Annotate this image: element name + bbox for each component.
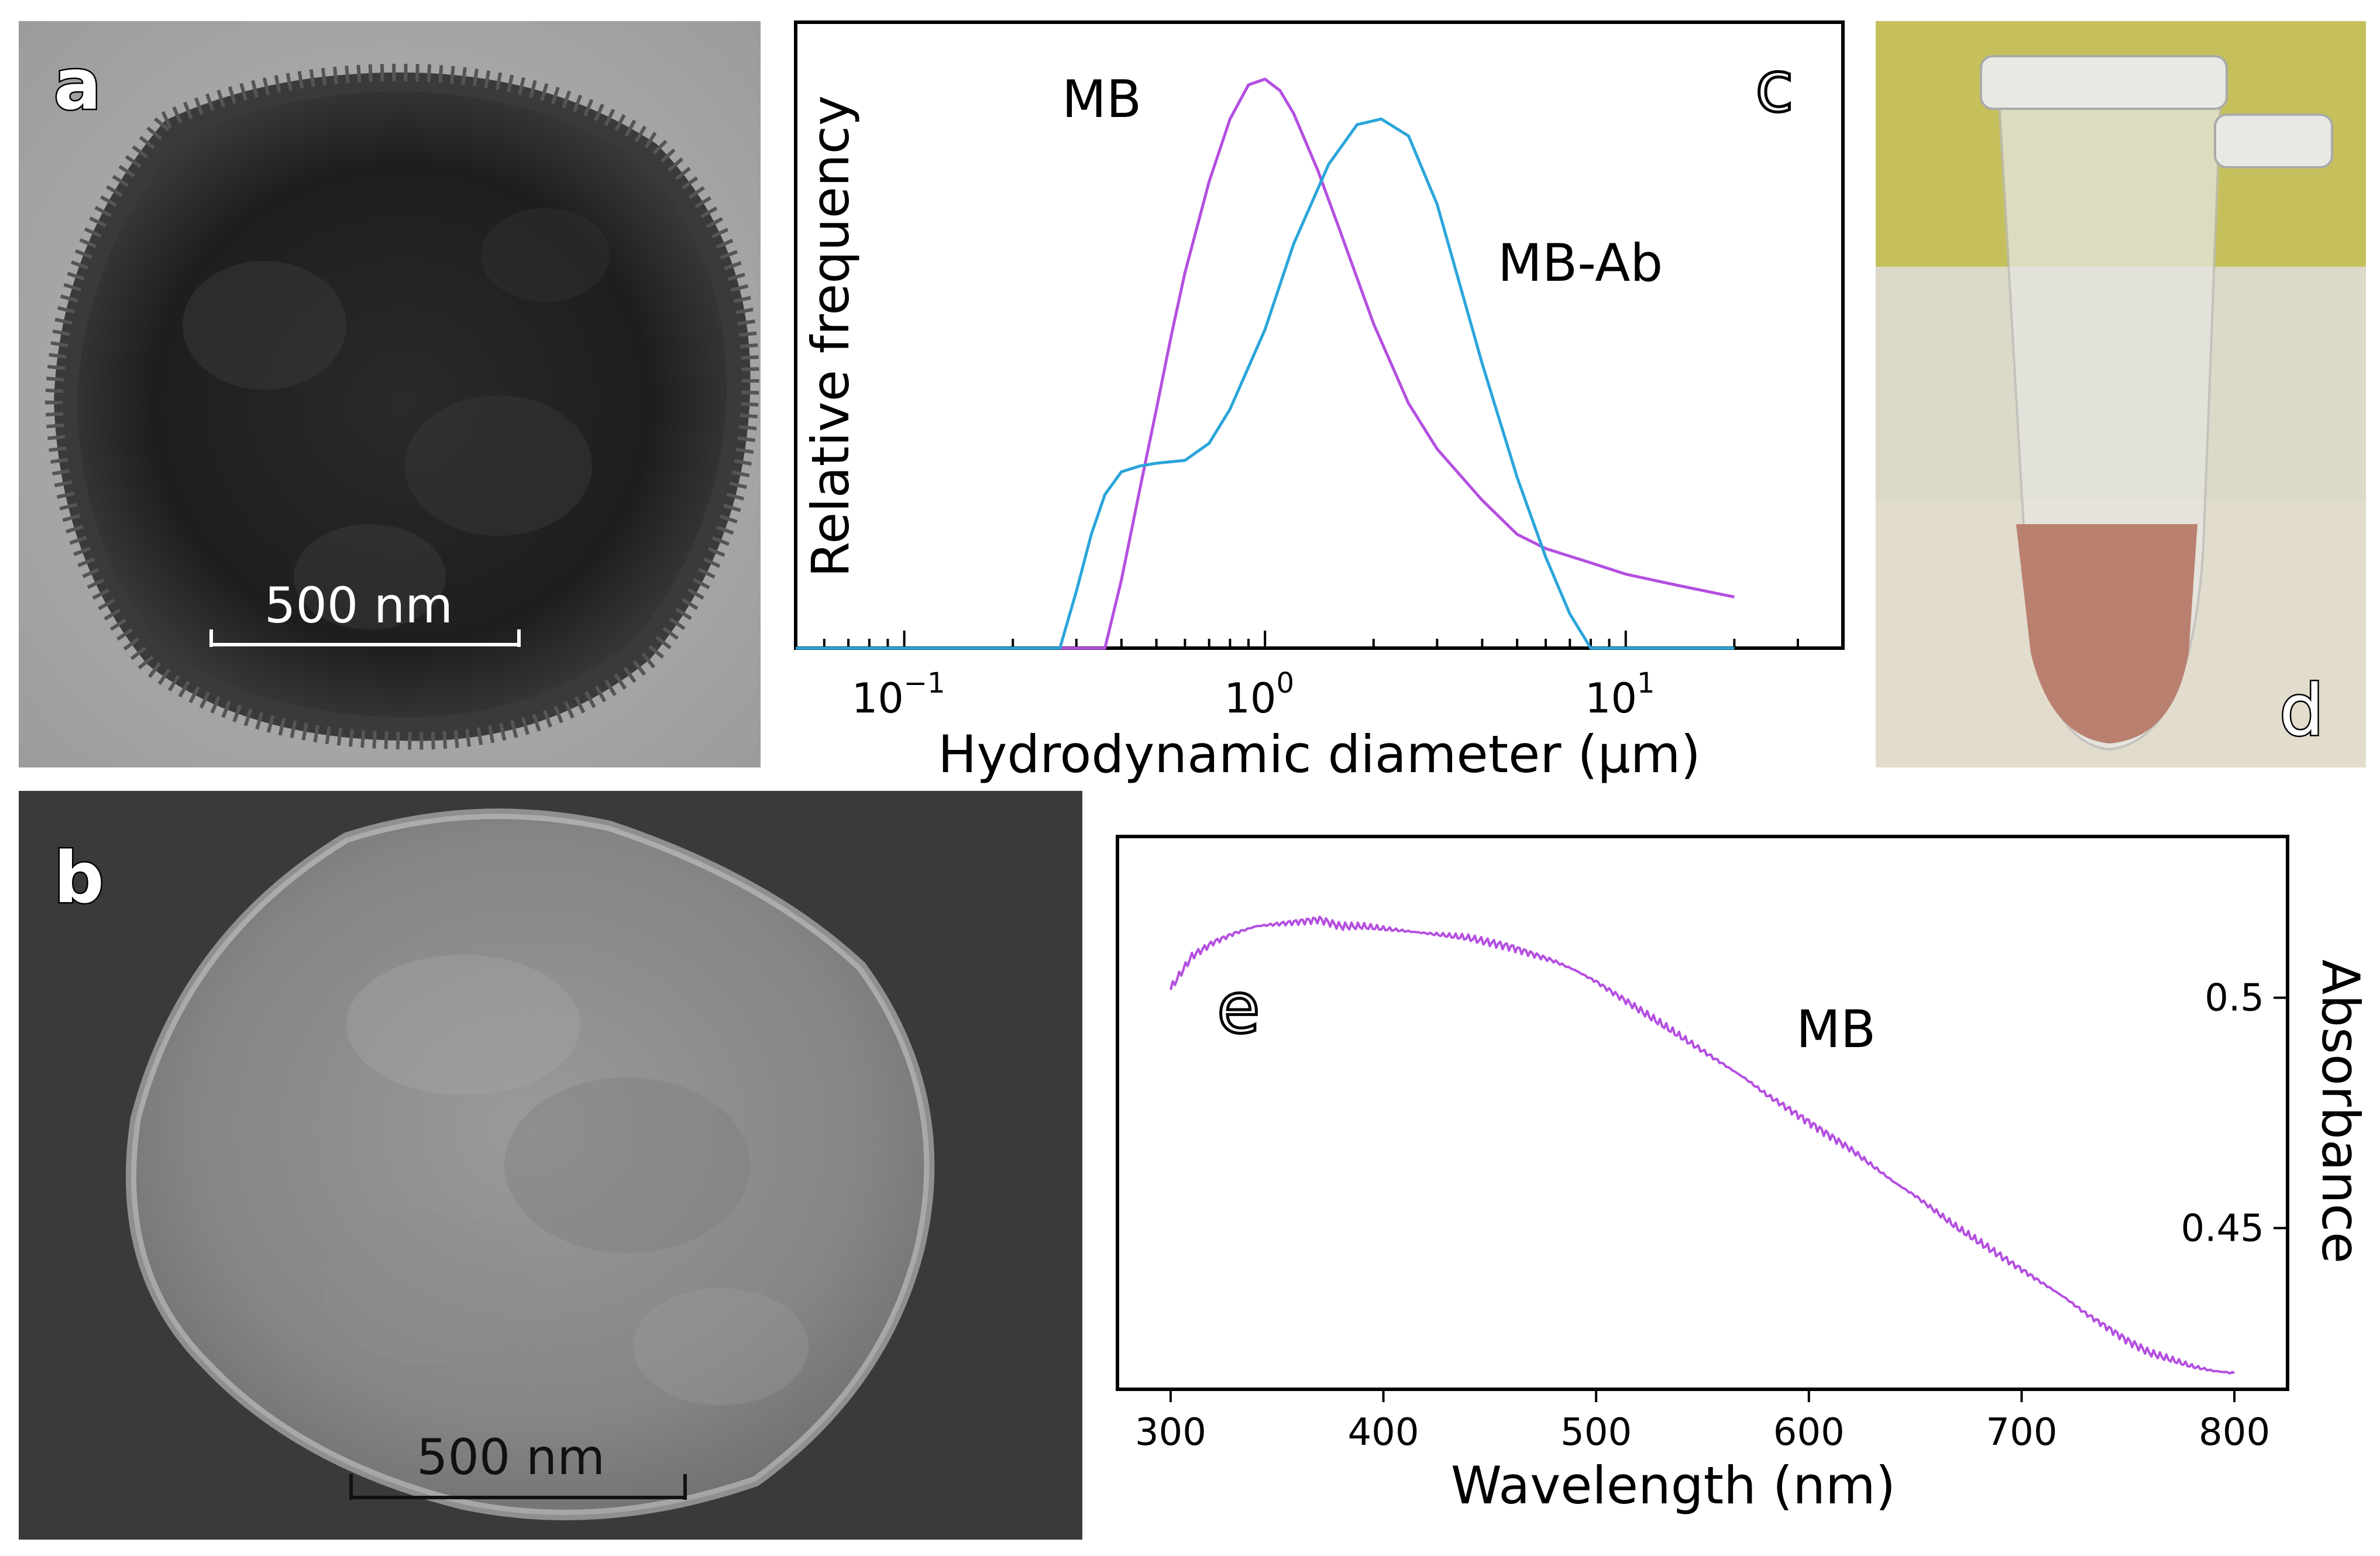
series-line-mb <box>796 77 1735 650</box>
tem-micrograph <box>19 21 761 767</box>
chart-c-ylabel: Relative frequency <box>800 95 861 577</box>
y-tick-label: 0.5 <box>2204 977 2264 1020</box>
x-tick-label: 400 <box>1347 1411 1419 1454</box>
panel-b-sem-image: b 500 nm <box>19 791 1082 1540</box>
chart-c-annotation-mb-ab: MB-Ab <box>1498 233 1663 293</box>
series-line-mb <box>1169 915 2235 1375</box>
scale-bar-label-b: 500 nm <box>417 1428 606 1486</box>
panel-letter-d: d <box>2278 670 2325 752</box>
x-tick-label: 100 <box>1224 667 1294 722</box>
x-tick-label: 700 <box>1986 1411 2057 1454</box>
panel-letter-b: b <box>53 838 106 919</box>
scale-bar-label-a: 500 nm <box>264 577 453 634</box>
chart-c-size-distribution: 10−1 100 101 Relative frequency Hydrodynam… <box>794 20 1845 784</box>
x-tick-label: 101 <box>1585 667 1655 722</box>
x-tick-label: 10−1 <box>852 667 945 722</box>
chart-c-frame <box>794 20 1845 650</box>
sem-micrograph <box>19 791 1082 1540</box>
chart-e-xlabel: Wavelength (nm) <box>1451 1455 1896 1516</box>
series-line-mb-ab <box>796 117 1735 650</box>
particle-body <box>126 808 935 1520</box>
x-tick-label: 500 <box>1560 1411 1632 1454</box>
panel-letter-c: c <box>1755 47 1794 128</box>
chart-c-annotation-mb: MB <box>1062 69 1141 129</box>
panel-letter-a: a <box>53 44 103 126</box>
scale-bar-a <box>209 629 521 647</box>
tube-liquid <box>2016 524 2197 743</box>
chart-e-frame <box>1116 835 2289 1391</box>
tube-photo <box>1876 21 2366 767</box>
panel-a-tem-image: a 500 nm <box>19 21 761 767</box>
panel-letter-e: e <box>1217 968 1260 1049</box>
scale-bar-b <box>349 1474 687 1500</box>
x-tick-label: 300 <box>1135 1411 1206 1454</box>
panel-d-photo: d <box>1876 21 2366 767</box>
y-tick-label: 0.45 <box>2181 1207 2265 1250</box>
x-tick-label: 600 <box>1773 1411 1845 1454</box>
chart-e-annotation-mb: MB <box>1796 999 1876 1059</box>
x-tick-label: 800 <box>2199 1411 2270 1454</box>
chart-e-absorbance: 300 400 500 600 700 800 0.45 0.5 Wavelength (nm… <box>1116 835 2371 1516</box>
chart-e-ylabel: Absorbance <box>2310 959 2371 1264</box>
chart-c-xlabel: Hydrodynamic diameter (µm) <box>938 724 1701 784</box>
